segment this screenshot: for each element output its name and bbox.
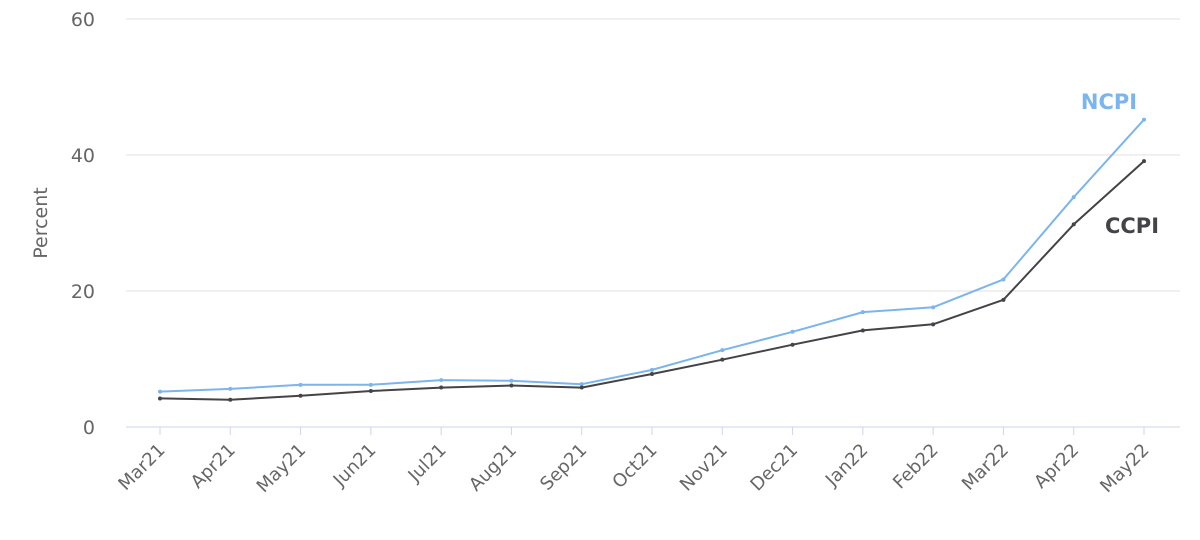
x-tick-label: Oct21 (608, 440, 661, 493)
x-tick-label: Mar22 (958, 440, 1013, 495)
data-point (790, 329, 795, 334)
series-ccpi: CCPI (158, 159, 1159, 402)
data-point (1001, 297, 1006, 302)
data-point (439, 378, 444, 383)
series-line (159, 118, 1145, 393)
data-point (158, 389, 162, 394)
y-tick-label: 0 (83, 417, 95, 439)
x-tick-label: Dec21 (746, 440, 802, 496)
data-point (158, 396, 162, 401)
x-tick-label: May22 (1096, 440, 1153, 497)
data-point (720, 348, 725, 353)
data-point (228, 397, 233, 402)
y-axis-ticks: 0 20 40 60 (71, 9, 95, 439)
x-axis-ticks: Mar21 Apr21 May21 Jun21 Jul21 Aug21 Sep21 Oct21… (114, 427, 1154, 497)
series: NCPI CCPI (158, 90, 1159, 402)
data-point (439, 385, 444, 390)
data-point (650, 367, 654, 372)
series-label: CCPI (1105, 214, 1159, 238)
data-point (860, 310, 865, 315)
x-tick-label: Apr21 (187, 440, 240, 493)
data-point (1071, 222, 1076, 227)
series-ncpi: NCPI (158, 90, 1146, 394)
data-point (931, 322, 936, 327)
data-point (720, 357, 725, 362)
gridlines (126, 18, 1180, 428)
data-point (1071, 195, 1076, 200)
x-tick-label: Apr22 (1030, 440, 1083, 493)
data-point (1142, 117, 1146, 122)
data-point (368, 388, 373, 393)
data-point (298, 393, 303, 398)
x-tick-label: Jan22 (821, 440, 872, 491)
x-tick-label: Jun21 (329, 440, 381, 492)
data-point (1001, 277, 1006, 282)
data-point (931, 305, 936, 310)
data-point (509, 383, 514, 388)
y-axis-label: Percent (30, 187, 52, 259)
data-point (579, 382, 584, 387)
data-point (368, 382, 373, 387)
data-point (579, 385, 584, 390)
y-tick-label: 20 (71, 281, 95, 303)
x-tick-label: Nov21 (676, 440, 732, 496)
x-tick-label: Aug21 (465, 440, 521, 496)
series-label: NCPI (1081, 90, 1137, 114)
y-tick-label: 40 (71, 145, 95, 167)
x-tick-label: Mar21 (114, 440, 169, 495)
x-tick-label: Jul21 (404, 440, 451, 487)
data-point (860, 328, 865, 333)
series-line (159, 160, 1145, 401)
x-tick-label: May21 (253, 440, 310, 497)
data-point (228, 386, 233, 391)
data-point (650, 371, 654, 376)
data-point (790, 342, 795, 347)
data-point (298, 382, 303, 387)
x-tick-label: Feb22 (889, 440, 943, 494)
y-tick-label: 60 (71, 9, 95, 31)
data-point (1142, 159, 1146, 164)
data-point (509, 378, 514, 383)
x-tick-label: Sep21 (536, 440, 591, 495)
